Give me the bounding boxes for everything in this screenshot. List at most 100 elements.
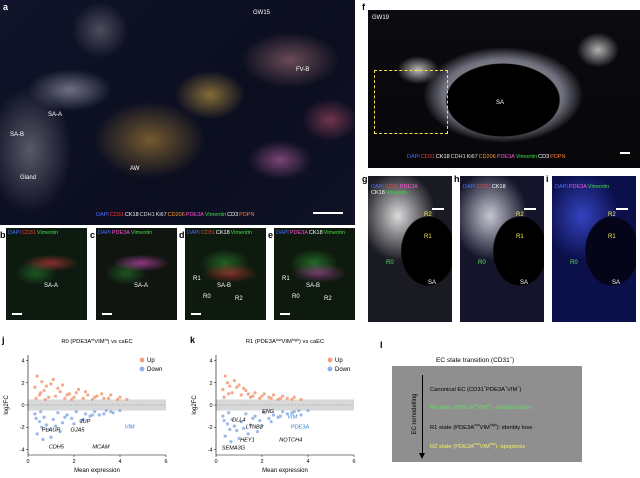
x-axis-label: Mean expression	[262, 468, 308, 474]
scale-bar	[280, 313, 290, 315]
down-point	[232, 424, 236, 428]
region-label: R1	[193, 276, 201, 282]
state-text: ): identity lose	[496, 424, 533, 431]
up-point	[60, 383, 65, 387]
channel-label: DAPI	[8, 230, 21, 236]
scale-bar	[12, 313, 22, 315]
down-point	[251, 416, 255, 420]
down-point	[278, 414, 282, 418]
channel-label: Vimentin	[385, 190, 408, 196]
scale-bar	[191, 313, 201, 315]
up-point	[54, 394, 58, 398]
up-point	[43, 397, 47, 402]
up-point	[260, 394, 264, 398]
x-tick-label: 6	[352, 459, 355, 465]
up-point	[102, 396, 106, 400]
up-point	[44, 384, 49, 388]
panel-a: a GW15 FV-B SA-A SA-B AW Gland DAPICD31C…	[0, 0, 355, 225]
down-point	[90, 413, 94, 417]
down-point	[58, 430, 62, 434]
y-tick-label: -2	[20, 425, 25, 431]
y-tick-label: 4	[209, 359, 212, 365]
down-point	[230, 417, 234, 422]
legend-label: Down	[335, 367, 350, 373]
panel-c: c DAPIPDE3AVimentin SA-A	[90, 228, 177, 320]
panel-f-label-sa: SA	[496, 100, 505, 106]
y-tick-label: 0	[21, 403, 24, 409]
down-point	[42, 415, 46, 419]
down-point	[37, 420, 42, 424]
panel-e: e DAPIPDE3ACK18Vimentin R1 SA-B R0 R2	[268, 228, 355, 320]
down-point	[97, 413, 101, 417]
up-point	[222, 395, 226, 399]
down-point	[40, 425, 44, 429]
down-point	[237, 436, 241, 440]
up-point	[51, 377, 55, 382]
region-label: R0	[570, 260, 578, 266]
region-label: R0	[292, 294, 300, 300]
panel-d: d DAPICD31CK18Vimentin R1 SA-B R0 R2	[179, 228, 266, 320]
y-axis-label: log2FC	[4, 395, 10, 415]
up-point	[232, 378, 236, 383]
down-point	[81, 417, 85, 422]
up-point	[235, 385, 239, 389]
state-sup: +	[517, 385, 520, 389]
panel-f-letter: f	[362, 2, 365, 12]
region-label: R2	[324, 296, 332, 302]
panel-f-channel-legend: DAPICD31CK18CDH1Ki67CD206PDE3AVimentinCD…	[407, 154, 566, 160]
state-sup: low	[474, 423, 480, 427]
region-label: SA-A	[44, 283, 59, 289]
legend-swatch	[327, 357, 333, 363]
down-point	[70, 416, 74, 420]
x-tick-label: 2	[72, 459, 75, 465]
up-point	[109, 393, 113, 397]
up-point	[100, 392, 104, 396]
down-point	[49, 435, 53, 439]
down-point	[235, 428, 239, 433]
channel-label: DAPI	[555, 184, 568, 190]
channel-label: DAPI	[96, 212, 109, 218]
channel-label: CK18	[371, 190, 385, 196]
state-text: VIM	[479, 443, 490, 450]
up-point	[63, 396, 67, 400]
down-point	[65, 413, 69, 417]
down-point	[269, 420, 273, 424]
state-text: ): destabilization	[490, 404, 532, 411]
scale-bar	[102, 313, 112, 315]
down-point	[228, 427, 232, 432]
y-tick-label: 2	[21, 381, 24, 387]
channel-label: Vimentin	[204, 212, 227, 218]
down-point	[260, 424, 264, 428]
up-point	[58, 390, 62, 394]
state-item: R2 state (PDE3AlowVIMlow): apoptosis	[430, 442, 525, 450]
panel-b-channel-legend: DAPICD31Vimentin	[8, 230, 59, 236]
state-text: Canonical EC (CD31	[430, 386, 484, 393]
channel-label: Vimentin	[587, 184, 610, 190]
legend-label: Up	[147, 358, 155, 364]
down-point	[118, 408, 122, 413]
panel-a-label-fvb: FV-B	[296, 67, 310, 73]
up-point	[253, 391, 257, 395]
panel-d-image	[185, 228, 266, 320]
legend-swatch	[139, 357, 145, 363]
up-point	[90, 397, 94, 402]
panel-c-image	[96, 228, 177, 320]
up-point	[33, 385, 37, 389]
down-point	[248, 423, 253, 427]
region-label: R2	[516, 212, 524, 218]
state-text: VIM	[476, 404, 488, 411]
channel-label: PDE3A	[568, 184, 587, 190]
state-text: VIM	[479, 424, 490, 431]
gene-annotation: NOTCH4	[279, 438, 302, 444]
down-point	[35, 432, 39, 436]
region-label: SA-B	[306, 283, 321, 289]
panel-f-image	[368, 10, 640, 168]
down-point	[51, 417, 55, 422]
channel-label: CDH1	[450, 154, 466, 160]
up-point	[271, 393, 276, 397]
down-point	[229, 440, 233, 444]
panel-g-letter: g	[362, 174, 368, 184]
up-point	[65, 393, 69, 397]
up-point	[125, 397, 129, 402]
channel-label: CK18	[435, 154, 450, 160]
